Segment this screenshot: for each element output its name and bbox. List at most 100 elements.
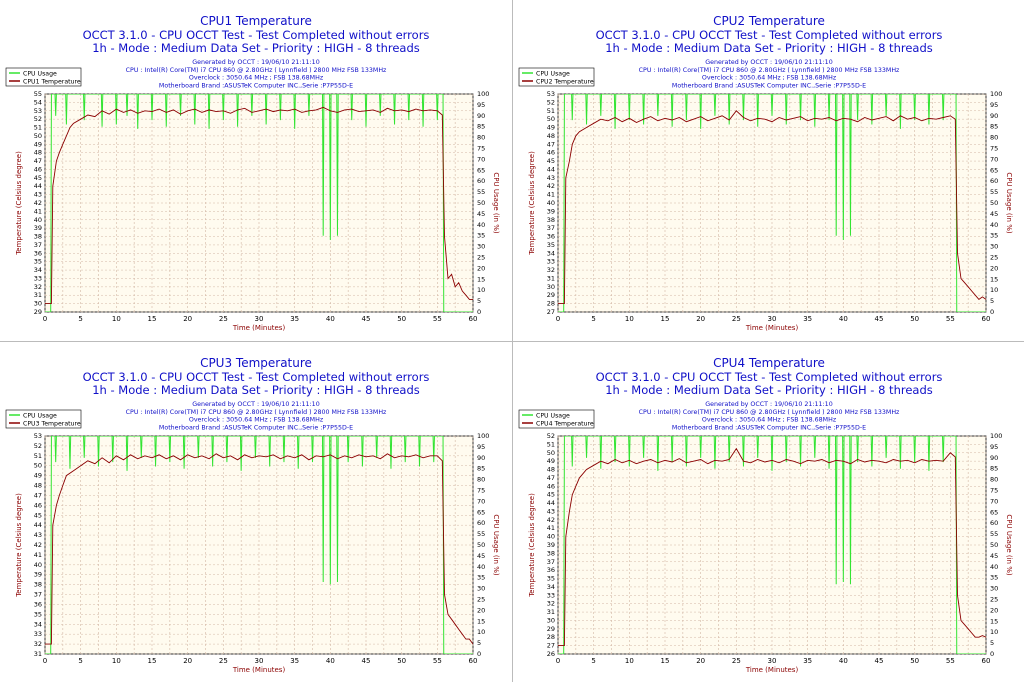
y2-tick-label: 20	[990, 606, 998, 614]
y2-tick-label: 80	[477, 134, 485, 142]
chart-info-line: Generated by OCCT : 19/06/10 21:11:10	[705, 401, 832, 408]
series-cpu-usage	[45, 94, 473, 312]
chart-title: CPU3 Temperature	[200, 356, 312, 370]
x-tick-label: 25	[732, 315, 741, 323]
x-tick-label: 0	[43, 315, 47, 323]
y-tick-label: 46	[547, 482, 555, 490]
series-cpu-usage	[558, 94, 986, 312]
y-tick-label: 41	[547, 191, 555, 199]
y2-tick-label: 20	[477, 264, 485, 272]
y-tick-label: 42	[547, 182, 555, 190]
x-axis-label: Time (Minutes)	[745, 666, 799, 674]
y-tick-label: 48	[34, 482, 42, 490]
y2-tick-label: 55	[990, 188, 998, 196]
y2-tick-label: 25	[477, 254, 485, 262]
y-tick-label: 45	[34, 511, 42, 519]
x-tick-label: 20	[696, 657, 705, 665]
y-tick-label: 53	[34, 107, 42, 115]
y2-tick-label: 0	[990, 650, 994, 658]
y2-tick-label: 55	[477, 530, 485, 538]
chart-info-line: Motherboard Brand :ASUSTeK Computer INC.…	[672, 82, 866, 89]
chart-info-line: Generated by OCCT : 19/06/10 21:11:10	[192, 401, 319, 408]
y2-tick-label: 80	[477, 476, 485, 484]
y2-tick-label: 65	[477, 508, 485, 516]
y-tick-label: 34	[34, 266, 42, 274]
y-tick-label: 27	[547, 308, 555, 316]
x-tick-label: 50	[910, 657, 919, 665]
y2-tick-label: 55	[477, 188, 485, 196]
y-tick-label: 47	[547, 474, 555, 482]
y2-tick-label: 70	[477, 497, 485, 505]
y-tick-label: 35	[547, 241, 555, 249]
y2-tick-label: 50	[990, 199, 998, 207]
y2-tick-label: 95	[990, 101, 998, 109]
x-tick-label: 25	[219, 315, 228, 323]
y-tick-label: 55	[34, 90, 42, 98]
x-tick-label: 35	[290, 315, 299, 323]
x-tick-label: 5	[78, 657, 82, 665]
y-tick-label: 39	[547, 541, 555, 549]
x-tick-label: 45	[362, 657, 371, 665]
x-axis-label: Time (Minutes)	[745, 324, 799, 332]
y2-tick-label: 15	[477, 275, 485, 283]
x-tick-label: 45	[875, 315, 884, 323]
y-tick-label: 26	[547, 650, 555, 658]
legend-label-usage: CPU Usage	[23, 413, 57, 420]
x-tick-label: 25	[219, 657, 228, 665]
y-tick-label: 44	[34, 521, 42, 529]
y2-tick-label: 70	[990, 497, 998, 505]
y-tick-label: 50	[34, 132, 42, 140]
y-tick-label: 31	[34, 291, 42, 299]
chart-info-line: Overclock : 3050.64 MHz ; FSB 138.68MHz	[189, 417, 324, 424]
y-tick-label: 31	[547, 274, 555, 282]
x-tick-label: 0	[556, 315, 560, 323]
chart-info-line: Overclock : 3050.64 MHz ; FSB 138.68MHz	[702, 75, 837, 82]
y2-tick-label: 10	[990, 628, 998, 636]
y-tick-label: 52	[547, 98, 555, 106]
y2-tick-label: 45	[990, 552, 998, 560]
x-tick-label: 35	[803, 315, 812, 323]
y-tick-label: 40	[34, 216, 42, 224]
legend-label-usage: CPU Usage	[23, 71, 57, 78]
y2-tick-label: 90	[990, 454, 998, 462]
x-tick-label: 30	[255, 315, 264, 323]
y2-tick-label: 5	[477, 297, 481, 305]
y2-tick-label: 85	[477, 123, 485, 131]
y2-tick-label: 90	[477, 112, 485, 120]
x-tick-label: 45	[875, 657, 884, 665]
x-tick-label: 30	[768, 657, 777, 665]
y-tick-label: 33	[547, 258, 555, 266]
y2-tick-label: 30	[990, 585, 998, 593]
y2-tick-label: 45	[477, 210, 485, 218]
legend-label-temperature: CPU4 Temperature	[536, 421, 594, 428]
series-cpu-usage	[45, 436, 473, 654]
y2-tick-label: 85	[477, 465, 485, 473]
y2-tick-label: 30	[477, 243, 485, 251]
x-tick-label: 55	[946, 657, 955, 665]
chart-subtitle: 1h - Mode : Medium Data Set - Priority :…	[92, 41, 420, 55]
x-tick-label: 20	[183, 657, 192, 665]
x-tick-label: 15	[661, 657, 670, 665]
y-axis-label: Temperature (Celsius degree)	[15, 493, 23, 598]
y-tick-label: 36	[547, 233, 555, 241]
y2-tick-label: 40	[477, 563, 485, 571]
y-tick-label: 41	[34, 207, 42, 215]
y-tick-label: 40	[547, 199, 555, 207]
x-tick-label: 15	[661, 315, 670, 323]
chart-panel-cpu4: CPU4 Temperature OCCT 3.1.0 - CPU OCCT Te…	[512, 341, 1024, 682]
y2-tick-label: 20	[990, 264, 998, 272]
legend-label-temperature: CPU3 Temperature	[23, 421, 81, 428]
y2-tick-label: 35	[990, 232, 998, 240]
y-tick-label: 48	[547, 466, 555, 474]
y-tick-label: 30	[547, 283, 555, 291]
y-tick-label: 42	[34, 541, 42, 549]
y-tick-label: 48	[547, 132, 555, 140]
y2-tick-label: 65	[477, 166, 485, 174]
x-tick-label: 40	[326, 657, 335, 665]
x-tick-label: 50	[397, 657, 406, 665]
chart-info-line: Motherboard Brand :ASUSTeK Computer INC.…	[672, 424, 866, 431]
series-cpu-temperature	[558, 447, 986, 647]
y-axis-label: Temperature (Celsius degree)	[528, 493, 536, 598]
